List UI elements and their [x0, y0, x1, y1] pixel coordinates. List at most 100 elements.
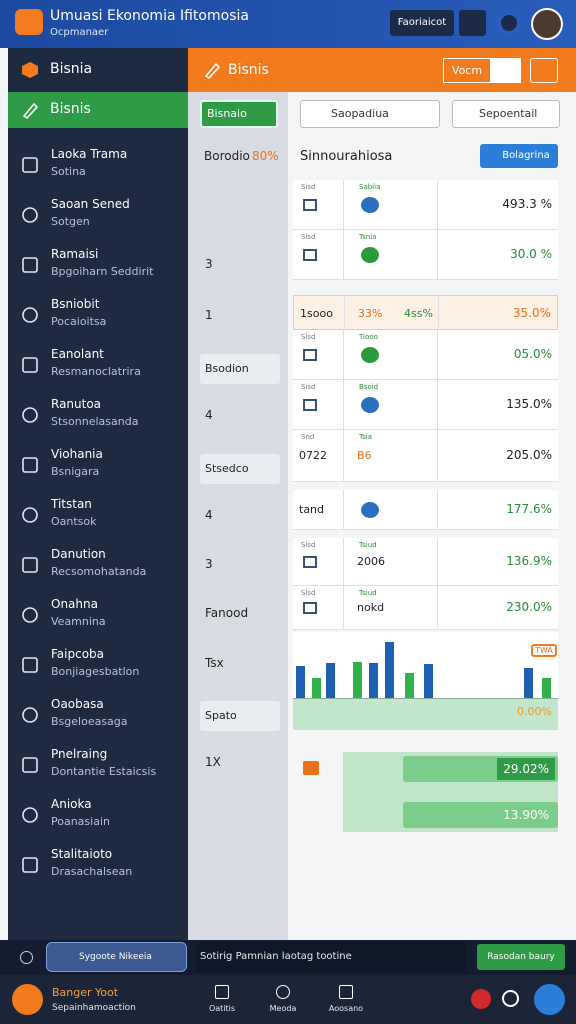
sidebar-item[interactable]: Eanolant Resmanoclatrira — [8, 345, 188, 391]
mini-chart: 0.00% TWA — [293, 632, 558, 730]
item-title: Viohania — [51, 447, 103, 461]
item-title: Titstan — [51, 497, 92, 511]
row-value: 493.3 % — [502, 197, 552, 211]
logo — [15, 9, 43, 35]
chart-bar — [312, 678, 321, 698]
footer: Sygoote Nikeeia Sotirig Pamnian laotag to… — [0, 940, 576, 975]
filter-heading-pct: 80% — [252, 149, 279, 163]
icon — [22, 407, 38, 423]
sidebar-item[interactable]: Oaobasa Bsgeloeasaga — [8, 695, 188, 741]
sidebar-item[interactable]: Viohania Bsnigara — [8, 445, 188, 491]
icon — [22, 307, 38, 323]
icon — [22, 102, 39, 120]
sidebar-item[interactable]: Pnelraing Dontantie Estaicsis — [8, 745, 188, 791]
nav-alert[interactable] — [471, 989, 491, 1009]
chart-baseline — [293, 698, 558, 699]
sidebar-item[interactable]: Laoka Trama Sotina — [8, 145, 188, 191]
nav-label[interactable]: Oatitis — [208, 1004, 236, 1013]
row-value: 135.0% — [506, 397, 552, 411]
filter-button[interactable]: Stsedco — [200, 454, 280, 484]
filter-button[interactable]: Bsodion — [200, 354, 280, 384]
row-caption: Sisd — [301, 383, 316, 391]
result-icon — [303, 761, 319, 775]
nav-logo[interactable] — [12, 984, 43, 1015]
row-caption: Sabiia — [359, 183, 381, 191]
table-row[interactable]: Sisd Tsiud 2006 136.9% — [293, 538, 558, 586]
col-divider — [343, 230, 344, 280]
item-icon — [20, 655, 40, 675]
nav-icon[interactable] — [339, 985, 353, 999]
select-box[interactable]: Sepoentail — [452, 100, 560, 128]
table-row[interactable]: Sisd Tsiud nokd 230.0% — [293, 586, 558, 630]
row-icon — [303, 556, 317, 568]
filter-label: 3 — [205, 557, 213, 571]
nav-settings[interactable] — [502, 990, 519, 1007]
row-value: 136.9% — [506, 554, 552, 568]
sidebar-item[interactable]: Ramaisi Bpgoiharn Seddirit — [8, 245, 188, 291]
nav-icon[interactable] — [215, 985, 229, 999]
table-row[interactable]: tand 177.6% — [293, 490, 558, 530]
nav-title: Banger Yoot — [52, 986, 119, 999]
main-button[interactable]: Bolagrina — [480, 144, 558, 168]
col-divider — [437, 380, 438, 430]
item-subtitle: Sotgen — [51, 215, 90, 228]
icon-button[interactable] — [459, 10, 486, 36]
sidebar-item[interactable]: Bsniobit Pocaioitsa — [8, 295, 188, 341]
row-icon — [361, 197, 379, 213]
sidebar-item[interactable]: Danution Recsomohatanda — [8, 545, 188, 591]
icon — [22, 707, 38, 723]
table-row[interactable]: Sisd Tiooo 05.0% — [293, 330, 558, 380]
footer-dropdown[interactable]: Sygoote Nikeeia — [46, 942, 187, 972]
filter-label: 4 — [205, 408, 213, 422]
chart-bar — [385, 642, 394, 698]
toolbar-button[interactable]: Vocm — [443, 58, 491, 83]
table-row[interactable]: Sisd Tsnia 30.0 % — [293, 230, 558, 280]
item-icon — [20, 155, 40, 175]
chart-bar — [424, 664, 433, 698]
footer-radio[interactable] — [20, 951, 33, 964]
row-icon — [361, 347, 379, 363]
chart-band — [293, 698, 558, 730]
nav-icon[interactable] — [276, 985, 290, 999]
table-row[interactable]: Sisd Bsoid 135.0% — [293, 380, 558, 430]
icon — [204, 62, 221, 80]
icon-button[interactable] — [496, 10, 522, 36]
sidebar-item[interactable]: Anioka Poanasiain — [8, 795, 188, 841]
table-row[interactable]: 1sooo 33% 4ss% 35.0% — [293, 295, 558, 331]
icon — [22, 157, 38, 173]
col-divider — [437, 586, 438, 630]
filter-button[interactable]: Spato — [200, 701, 280, 731]
footer-button[interactable]: Rasodan baury — [477, 944, 565, 970]
row-icon — [303, 249, 317, 261]
nav-profile[interactable] — [534, 984, 565, 1015]
toolbar-toggle[interactable] — [491, 58, 521, 83]
chart-badge: TWA — [531, 644, 557, 657]
table-row[interactable]: Snd Tsia 0722 B6 205.0% — [293, 430, 558, 482]
item-icon — [20, 205, 40, 225]
filter-column: Bisnaio Borodio 80% 3 1 4 4 3 Fanood Tsx 1X Bsodion… — [188, 92, 288, 940]
search-box[interactable]: Saopadiua — [300, 100, 440, 128]
sidebar-item[interactable]: Titstan Oantsok — [8, 495, 188, 541]
row-caption: Tsia — [359, 433, 372, 441]
table-row[interactable]: Sisd Sabiia 493.3 % — [293, 180, 558, 230]
row-caption: Sisd — [301, 589, 316, 597]
sidebar-item[interactable]: Onahna Veamnina — [8, 595, 188, 641]
item-icon — [20, 705, 40, 725]
toolbar-icon-button[interactable] — [530, 58, 558, 83]
row-icon — [361, 397, 379, 413]
item-title: Stalitaioto — [51, 847, 113, 861]
item-icon — [20, 305, 40, 325]
sidebar-active[interactable]: Bisnis — [8, 92, 188, 128]
header-button[interactable]: Faoriaicot — [390, 10, 454, 36]
sidebar-item[interactable]: Ranutoa Stsonnelasanda — [8, 395, 188, 441]
filter-dropdown[interactable]: Bisnaio — [200, 100, 278, 128]
nav-label[interactable]: Aoosano — [328, 1004, 364, 1013]
item-title: Pnelraing — [51, 747, 108, 761]
avatar[interactable] — [531, 8, 563, 40]
sidebar-item[interactable]: Saoan Sened Sotgen — [8, 195, 188, 241]
nav-label[interactable]: Meoda — [269, 1004, 297, 1013]
sidebar-item[interactable]: Faipcoba Bonjiagesbatlon — [8, 645, 188, 691]
sidebar-item[interactable]: Stalitaioto Drasachalsean — [8, 845, 188, 891]
col-divider — [343, 380, 344, 430]
